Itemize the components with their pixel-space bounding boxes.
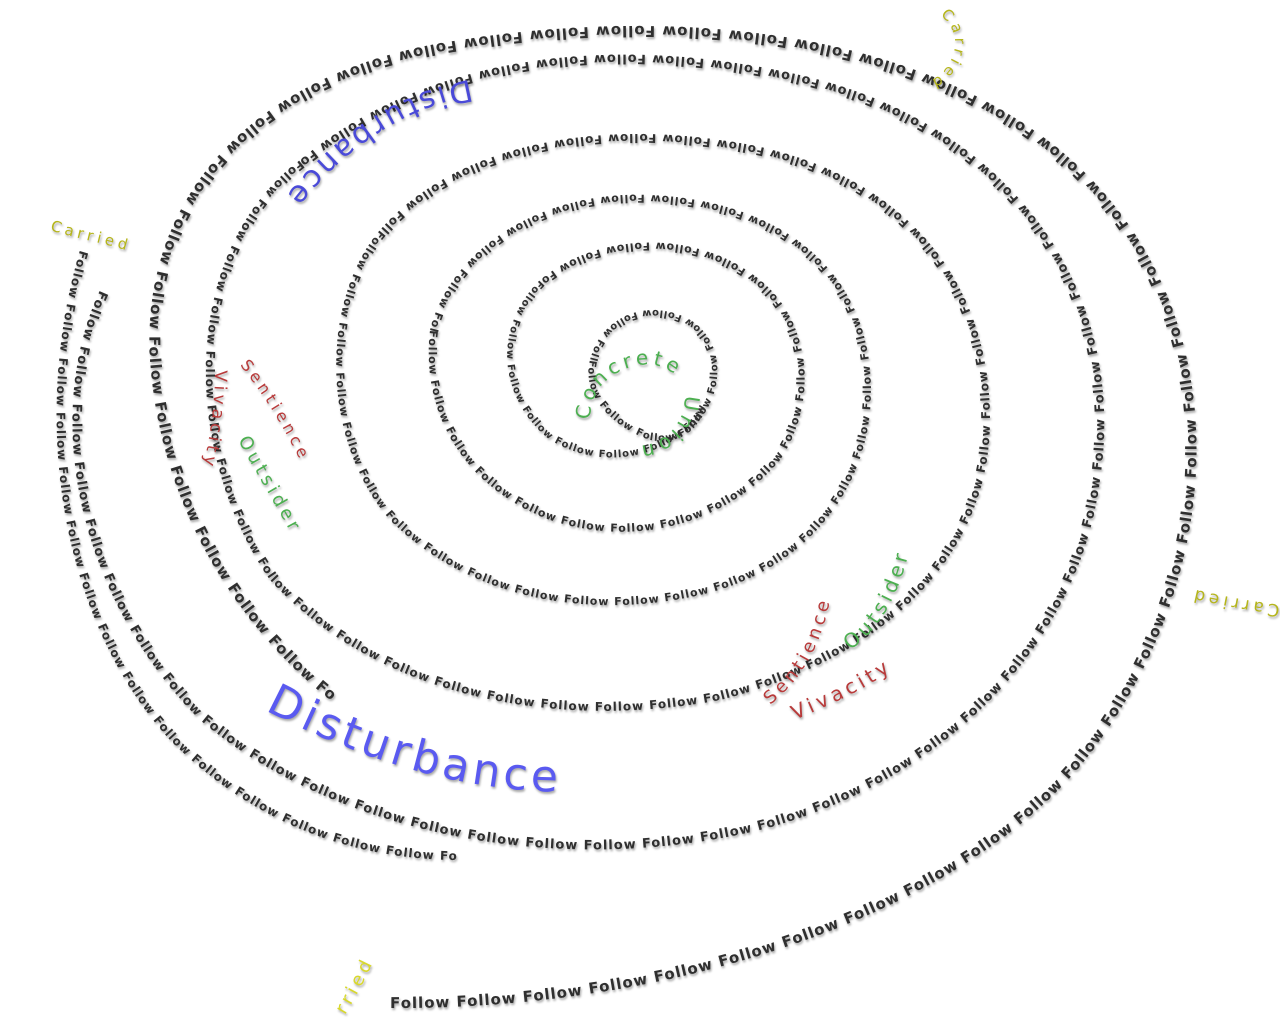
word-carried-left: Carried	[49, 217, 134, 255]
word-text: Carried	[49, 217, 130, 255]
word-text: Carried	[926, 5, 965, 94]
follow-arm-text: Follow Follow Follow Follow Follow Follo…	[0, 0, 1200, 1012]
word-text: Union	[636, 394, 700, 465]
follow-arm: Follow Follow Follow Follow Follow Follo…	[0, 0, 808, 535]
follow-arm-text: Follow Follow Follow Follow Follow Follo…	[0, 0, 807, 535]
word-carried-right: Carried	[1188, 584, 1280, 620]
word-carried-bottom: rried	[331, 953, 378, 1017]
word-text: Carried	[1188, 584, 1276, 620]
word-carried-topright: Carried	[926, 5, 969, 94]
follow-arm: Follow Follow Follow Follow Follow Follo…	[0, 0, 1200, 1012]
word-union: Union	[636, 394, 704, 465]
word-text: rried	[331, 953, 374, 1017]
follow-spiral: Follow Follow Follow Follow Follow Follo…	[0, 0, 1200, 1012]
